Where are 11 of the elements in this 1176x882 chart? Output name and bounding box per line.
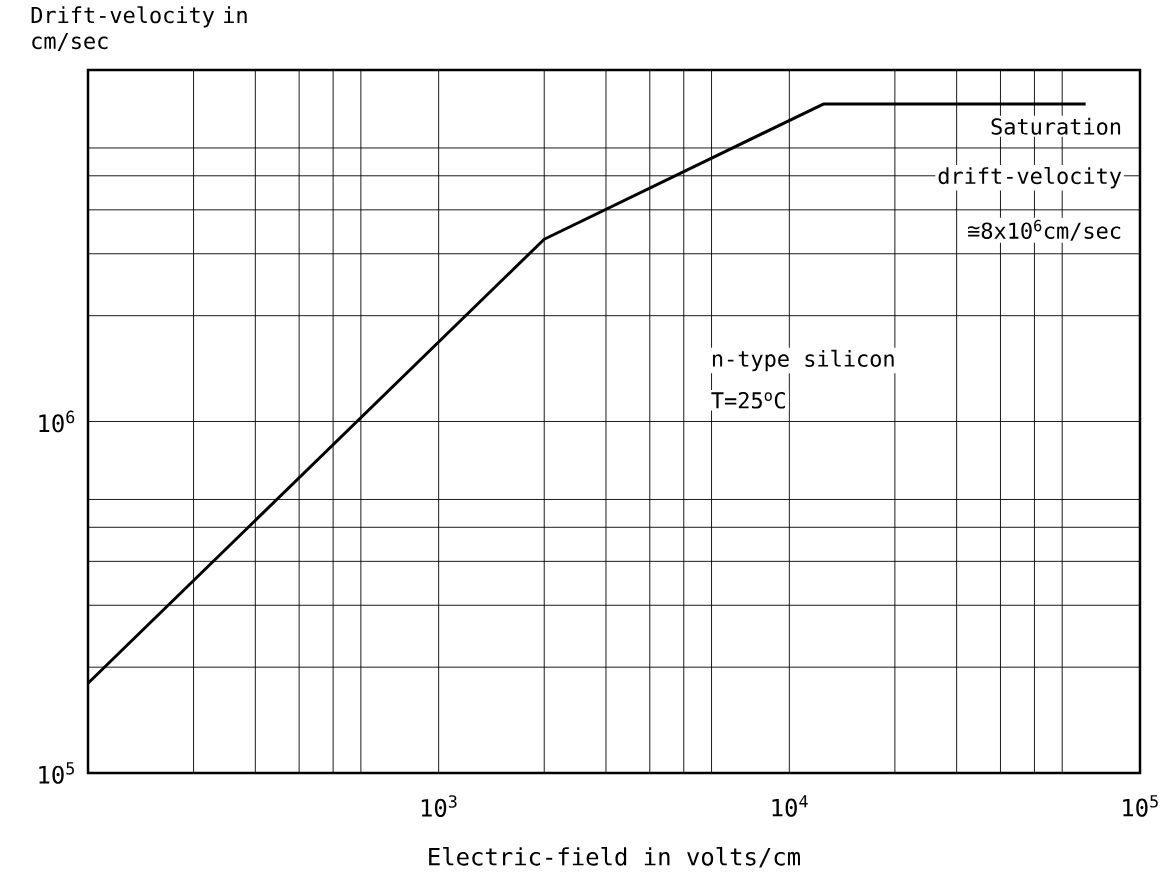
x-tick-label: 10$^{5}$ [1123,795,1158,817]
annotation: Saturation [991,117,1121,135]
annotation: n-type silicon [712,349,894,372]
x-tick-label: 10$^{4}$ [772,795,808,817]
y-tick-label: 10$^{6}$ [39,410,75,433]
annotation: ≅8x10$^{6}$cm/sec [968,219,1121,241]
annotation: T=25$^{o}$C [711,392,785,409]
annotation: drift-velocity [938,167,1122,189]
x-tick-label: 10$^{3}$ [421,795,457,817]
y-axis-title: Drift-velocity in cm/sec [31,6,247,51]
x-axis-title: Electric-field in volts/cm [429,847,800,868]
